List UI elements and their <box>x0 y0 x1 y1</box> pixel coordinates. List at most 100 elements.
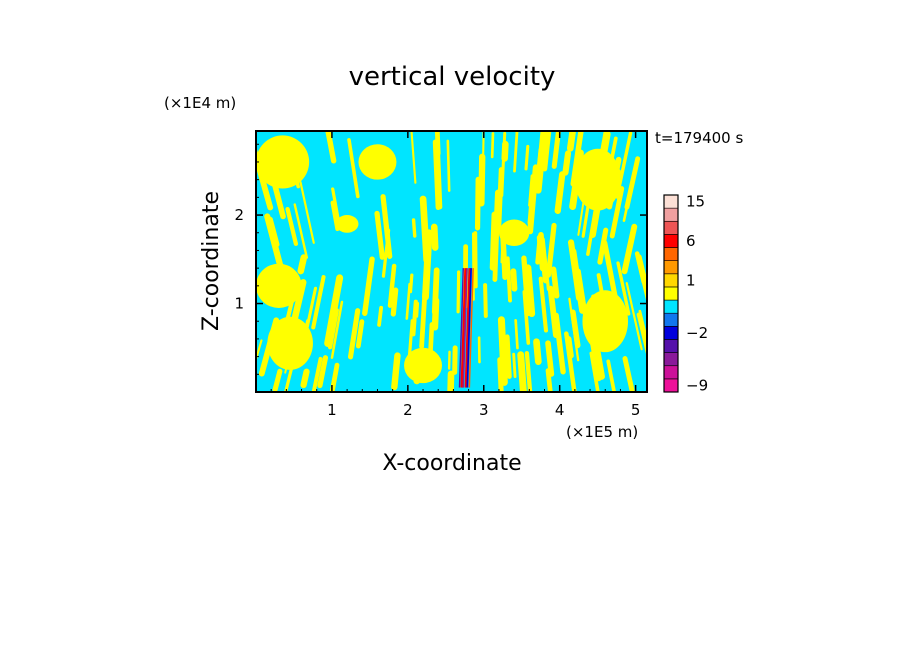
field-streak <box>512 352 517 378</box>
colorbar-tick-label: 1 <box>686 271 696 289</box>
field-streak <box>284 353 291 374</box>
field-streak <box>311 356 323 392</box>
field-streak <box>281 287 297 338</box>
x-axis: 1 2 3 4 5 <box>270 131 641 419</box>
field-streak <box>293 203 309 259</box>
field-streak <box>622 196 631 222</box>
field-streak <box>331 187 340 220</box>
colorbar-segment <box>663 207 679 222</box>
field-streak <box>299 181 315 244</box>
field-streak <box>473 231 478 289</box>
field-streak <box>545 222 557 278</box>
field-streak <box>324 274 344 347</box>
colorbar-segment <box>663 194 679 209</box>
field-streak <box>570 309 581 349</box>
x-tick-label: 1 <box>327 401 337 419</box>
colorbar-segment <box>663 352 679 367</box>
colorbar-segment <box>663 299 679 314</box>
field-streak <box>390 287 399 317</box>
colorbar-frame <box>663 194 679 393</box>
field-streak <box>586 317 602 382</box>
x-tick-label: 3 <box>479 401 489 419</box>
field-streak <box>267 163 286 220</box>
field-streak <box>562 150 572 176</box>
strong-core-streak <box>464 268 471 388</box>
field-streak <box>545 368 553 392</box>
field-streak <box>538 231 549 284</box>
field-streak <box>297 319 310 359</box>
field-streak <box>478 153 486 207</box>
field-streak <box>527 164 539 235</box>
x-tick-label: 2 <box>403 401 413 419</box>
field-streak <box>634 251 646 284</box>
field-streak <box>538 276 549 333</box>
field-streak <box>505 256 512 303</box>
field-streak <box>568 297 580 362</box>
plot-frame <box>255 130 648 393</box>
field-streak <box>621 223 638 275</box>
strong-core-streak <box>465 268 472 388</box>
field-streak <box>524 264 536 318</box>
field-streak <box>387 263 397 308</box>
strong-core-streak <box>460 268 467 388</box>
field-streak <box>327 308 339 350</box>
field-streak <box>581 191 592 238</box>
strong-core-streak <box>462 268 468 388</box>
colorbar-segment <box>663 339 679 353</box>
x-tick-label: 5 <box>631 401 641 419</box>
field-streak <box>330 200 340 232</box>
plot-area <box>256 131 647 392</box>
field-streak <box>517 351 527 392</box>
field-streak <box>533 338 542 365</box>
field-streak <box>297 254 308 275</box>
field-streak <box>446 139 451 192</box>
colorbar-tick-label: −9 <box>686 376 708 394</box>
field-streak <box>535 131 545 186</box>
field-streak <box>565 336 574 359</box>
chart-title: vertical velocity <box>349 62 556 92</box>
field-streak <box>542 131 552 172</box>
colorbar-segment <box>663 220 679 235</box>
field-streak <box>416 302 420 318</box>
colorbar-tick-label: −2 <box>686 324 708 342</box>
field-streak <box>289 157 300 189</box>
field-streak <box>325 131 337 164</box>
field-streak <box>500 224 505 264</box>
field-streak <box>411 218 417 238</box>
field-streak <box>589 165 599 195</box>
field-streak <box>513 131 519 173</box>
field-streak <box>431 267 440 316</box>
field-streak <box>576 268 592 340</box>
field-streak <box>528 174 534 207</box>
field-streak <box>410 131 417 184</box>
colorbar-tick-label: 15 <box>686 193 705 211</box>
field-streak <box>483 283 488 318</box>
colorbar-segment <box>663 378 679 393</box>
field-streak <box>407 319 414 367</box>
field-streak <box>616 261 631 316</box>
field-streak <box>419 195 431 264</box>
colorbar-segment <box>663 234 679 248</box>
field-streak <box>413 352 422 385</box>
field-streak <box>625 282 643 351</box>
field-streak <box>589 351 600 392</box>
field-streak <box>300 368 310 389</box>
colorbar-segment <box>663 247 679 261</box>
field-streak <box>380 194 393 259</box>
field-streak <box>591 294 605 349</box>
y-tick-label: 2 <box>234 206 244 224</box>
field-streak <box>286 279 307 345</box>
field-patch <box>335 215 359 233</box>
field-patch <box>498 219 530 247</box>
field-streak <box>408 273 414 294</box>
field-streak <box>566 131 577 152</box>
field-streak <box>597 227 609 265</box>
colorbar-segment <box>663 326 679 340</box>
colorbar: 15 6 1 −2 −9 <box>663 193 708 394</box>
field-streak <box>311 275 326 330</box>
field-streak <box>330 300 344 359</box>
field-streak <box>497 357 504 392</box>
x-axis-label: X-coordinate <box>382 451 521 476</box>
field-streak <box>355 319 365 349</box>
